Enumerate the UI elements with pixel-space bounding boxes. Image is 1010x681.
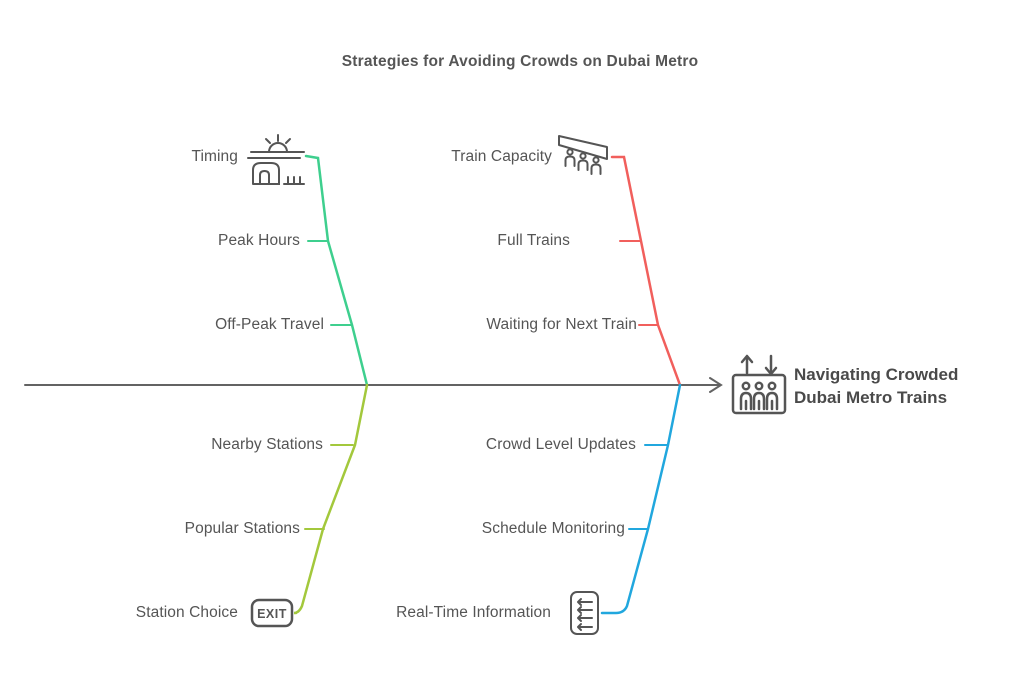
subtopic-label-off-peak-travel: Off-Peak Travel [215, 316, 324, 333]
subtopic-label-schedule-monitoring: Schedule Monitoring [481, 520, 625, 537]
branch-line-station-choice [293, 383, 369, 615]
subtopic-label-waiting-next-train: Waiting for Next Train [486, 316, 637, 333]
spine [24, 377, 723, 393]
spine-arrowhead-icon [709, 377, 723, 393]
subtopic-label-popular-stations: Popular Stations [184, 520, 300, 537]
elevator-crowd-icon [731, 354, 787, 415]
branch-label-train-capacity: Train Capacity [451, 148, 552, 165]
crowded-train-icon [558, 135, 608, 175]
branch-label-station-choice: Station Choice [135, 604, 238, 621]
branch-label-real-time-information: Real-Time Information [396, 604, 551, 621]
subtopic-label-nearby-stations: Nearby Stations [211, 436, 323, 453]
branch-line-train-capacity [610, 155, 682, 387]
branch-timing-lines [304, 154, 369, 387]
diagram-title: Strategies for Avoiding Crowds on Dubai … [341, 53, 699, 70]
branch-real-time-lines [600, 383, 682, 615]
subtopic-label-crowd-level-updates: Crowd Level Updates [485, 436, 636, 453]
branch-station-choice-lines [293, 383, 369, 615]
exit-sign-icon: EXIT [250, 598, 294, 628]
branch-line-real-time [600, 383, 682, 615]
root-label: Navigating Crowded Dubai Metro Trains [794, 363, 958, 409]
sunrise-train-icon [247, 134, 305, 185]
schedule-board-icon [570, 591, 599, 635]
branch-label-timing: Timing [191, 148, 238, 165]
branch-train-capacity-lines [610, 155, 682, 387]
branch-line-timing [304, 154, 369, 387]
root-label-line1: Navigating Crowded [794, 365, 959, 384]
subtopic-label-full-trains: Full Trains [497, 232, 570, 249]
exit-icon-label: EXIT [257, 607, 287, 621]
subtopic-label-peak-hours: Peak Hours [218, 232, 300, 249]
root-label-line2: Dubai Metro Trains [794, 388, 948, 407]
